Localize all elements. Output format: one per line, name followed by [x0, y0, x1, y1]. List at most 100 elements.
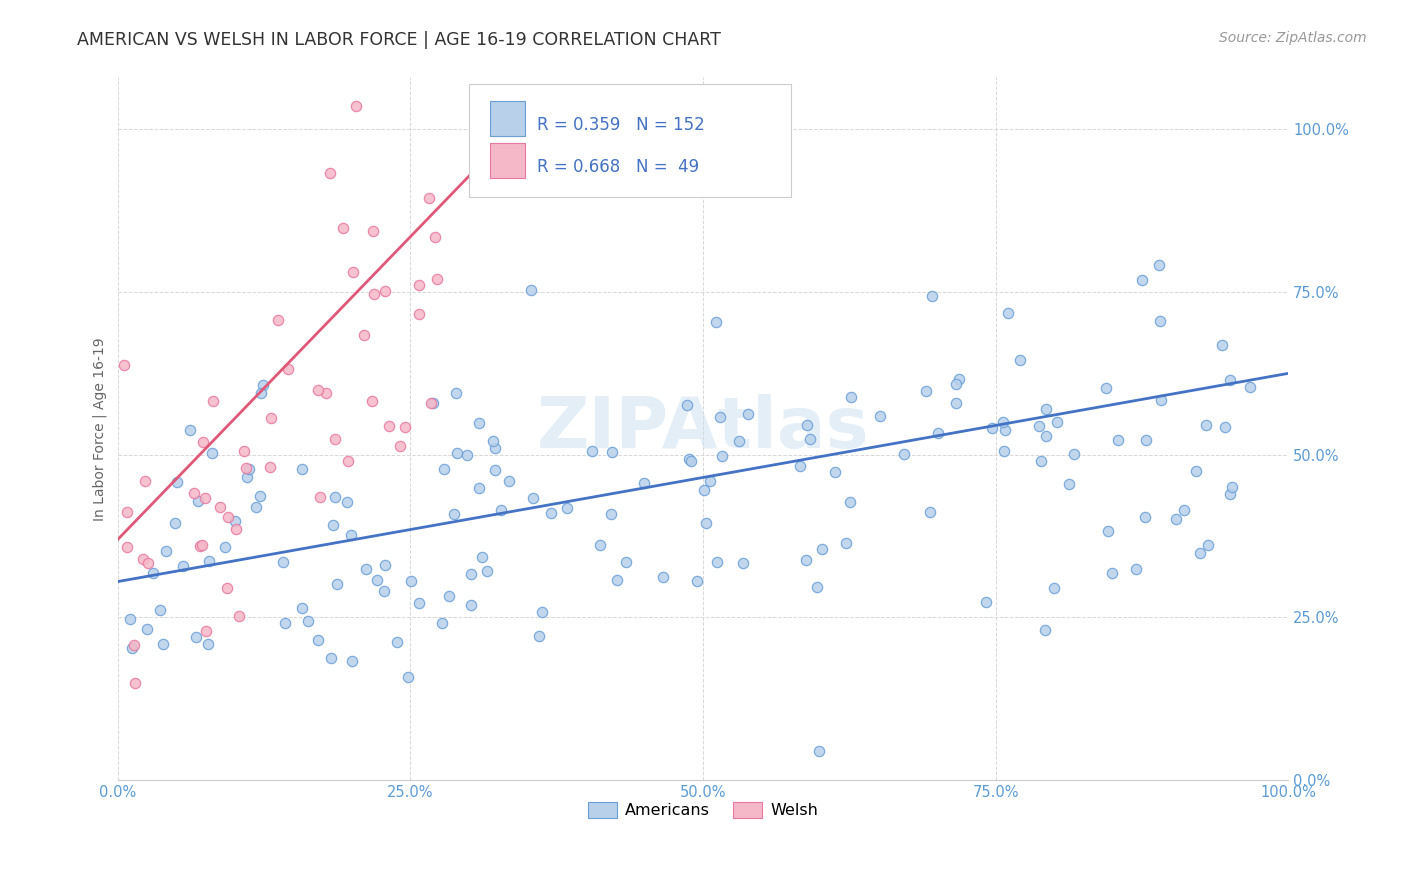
Point [614, 555, 637, 569]
Point [993, 444, 1015, 458]
Point [997, 306, 1019, 320]
Point [555, 501, 578, 516]
Point [1184, 464, 1206, 478]
Point [1035, 402, 1057, 417]
Point [681, 454, 703, 468]
Point [789, 459, 811, 474]
Point [433, 462, 456, 476]
Point [1059, 477, 1081, 491]
Point [1135, 433, 1157, 447]
Point [799, 432, 821, 446]
Point [235, 460, 257, 475]
Point [172, 558, 194, 573]
Point [408, 596, 430, 610]
Point [374, 284, 396, 298]
Point [342, 265, 364, 279]
Point [581, 443, 603, 458]
Point [600, 444, 623, 458]
Point [1028, 418, 1050, 433]
Point [808, 744, 831, 758]
Point [468, 416, 491, 430]
Point [498, 475, 520, 489]
Point [194, 491, 217, 505]
Point [422, 395, 444, 409]
Point [236, 470, 259, 484]
Point [796, 418, 818, 433]
Point [228, 609, 250, 624]
Point [208, 500, 231, 515]
FancyBboxPatch shape [470, 85, 790, 197]
Point [354, 562, 377, 576]
Point [709, 409, 731, 424]
Point [155, 544, 177, 558]
Point [374, 558, 396, 572]
Point [1101, 566, 1123, 580]
Point [651, 570, 673, 584]
Point [460, 598, 482, 612]
Point [1063, 447, 1085, 461]
Point [366, 573, 388, 587]
Point [1211, 337, 1233, 351]
Point [408, 307, 430, 321]
Point [378, 419, 401, 434]
Point [633, 476, 655, 491]
Point [394, 419, 416, 434]
Point [152, 637, 174, 651]
Point [994, 423, 1017, 437]
Point [695, 516, 717, 531]
Point [197, 637, 219, 651]
Point [589, 538, 612, 552]
Point [1188, 546, 1211, 560]
Point [249, 489, 271, 503]
Point [606, 573, 628, 587]
Point [920, 505, 942, 519]
Point [179, 423, 201, 437]
Point [339, 528, 361, 542]
FancyBboxPatch shape [491, 143, 526, 178]
Point [142, 566, 165, 581]
Point [869, 409, 891, 423]
Point [686, 574, 709, 588]
Point [252, 377, 274, 392]
Text: ZIPAtlas: ZIPAtlas [537, 394, 869, 463]
Point [893, 447, 915, 461]
Point [134, 474, 156, 488]
Point [737, 407, 759, 421]
Point [291, 601, 314, 615]
Point [277, 362, 299, 376]
Point [238, 462, 260, 476]
Point [806, 580, 828, 594]
Legend: Americans, Welsh: Americans, Welsh [582, 796, 824, 825]
Point [217, 510, 239, 524]
Point [1107, 433, 1129, 447]
Point [927, 425, 949, 440]
Point [136, 556, 159, 570]
Point [426, 272, 449, 286]
Point [1149, 313, 1171, 327]
Point [131, 552, 153, 566]
Point [115, 540, 138, 554]
Point [693, 483, 716, 497]
Point [245, 500, 267, 514]
Point [323, 490, 346, 504]
Point [491, 503, 513, 517]
Point [794, 552, 817, 566]
Point [1219, 373, 1241, 387]
Point [471, 549, 494, 564]
Point [420, 396, 443, 410]
Point [1133, 510, 1156, 524]
Point [322, 518, 344, 533]
Point [467, 481, 489, 495]
Point [165, 516, 187, 530]
Point [839, 390, 862, 404]
Point [232, 443, 254, 458]
Point [191, 538, 214, 552]
Point [363, 224, 385, 238]
Point [418, 191, 440, 205]
Point [456, 448, 478, 462]
Point [373, 583, 395, 598]
Point [122, 638, 145, 652]
Point [678, 452, 700, 467]
Point [307, 633, 329, 648]
Point [193, 435, 215, 450]
